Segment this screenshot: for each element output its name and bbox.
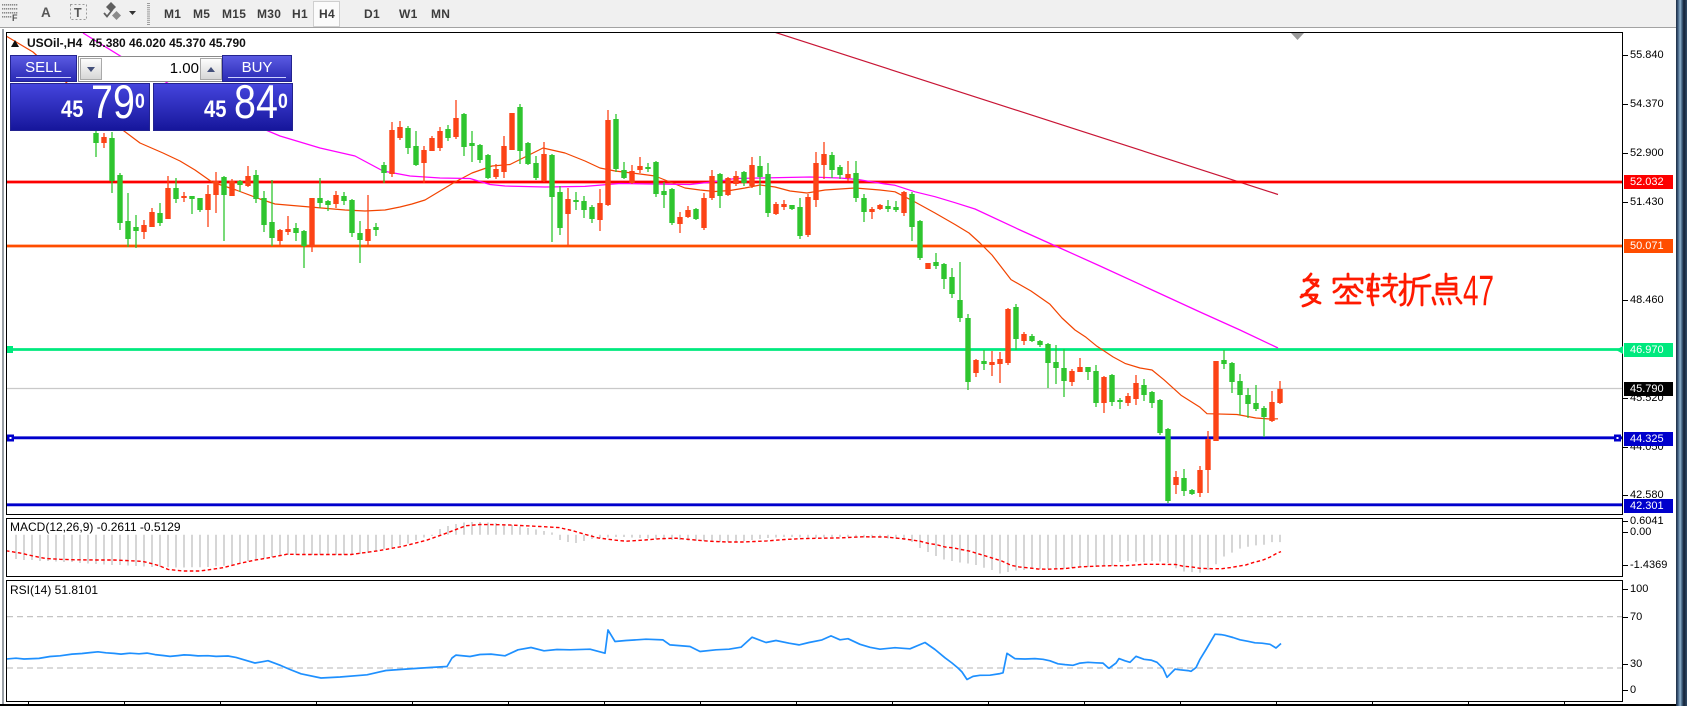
svg-text:A: A — [41, 5, 51, 20]
svg-text:47: 47 — [1463, 267, 1494, 315]
svg-text:F: F — [12, 13, 18, 23]
svg-text:T: T — [74, 6, 82, 20]
